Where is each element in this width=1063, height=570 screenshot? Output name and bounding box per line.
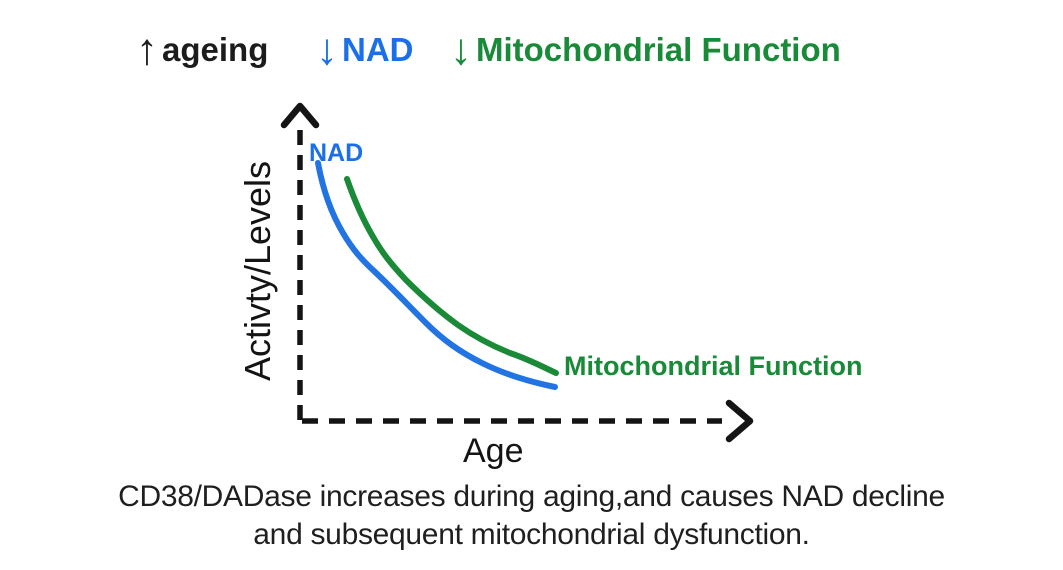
mitochondrial-curve-label: Mitochondrial Function [564, 351, 863, 381]
y-axis-label: Activty/Levels [237, 160, 278, 382]
legend-item-ageing: ↑ ageing [136, 24, 268, 76]
down-arrow-icon-green: ↓ [450, 25, 472, 74]
legend-item-nad: ↓ NAD [316, 24, 414, 76]
legend-ageing-label: ageing [162, 31, 269, 68]
y-axis-arrowhead-icon [280, 102, 320, 129]
nad-curve [315, 160, 558, 390]
caption: CD38/DADase increases during aging,and c… [0, 478, 1063, 554]
x-axis-label: Age [463, 432, 524, 470]
mitochondrial-function-curve [344, 176, 559, 376]
x-axis-arrowhead-icon [725, 399, 754, 443]
caption-line-1: CD38/DADase increases during aging,and c… [118, 480, 945, 513]
nad-curve-label: NAD [309, 139, 364, 167]
legend-nad-label: NAD [342, 31, 414, 68]
legend-mitochondrial-label: Mitochondrial Function [476, 31, 841, 68]
caption-line-2: and subsequent mitochondrial dysfunction… [253, 518, 810, 551]
down-arrow-icon-blue: ↓ [316, 25, 338, 74]
legend-item-mitochondrial-function: ↓ Mitochondrial Function [450, 24, 841, 76]
up-arrow-icon: ↑ [136, 25, 158, 74]
